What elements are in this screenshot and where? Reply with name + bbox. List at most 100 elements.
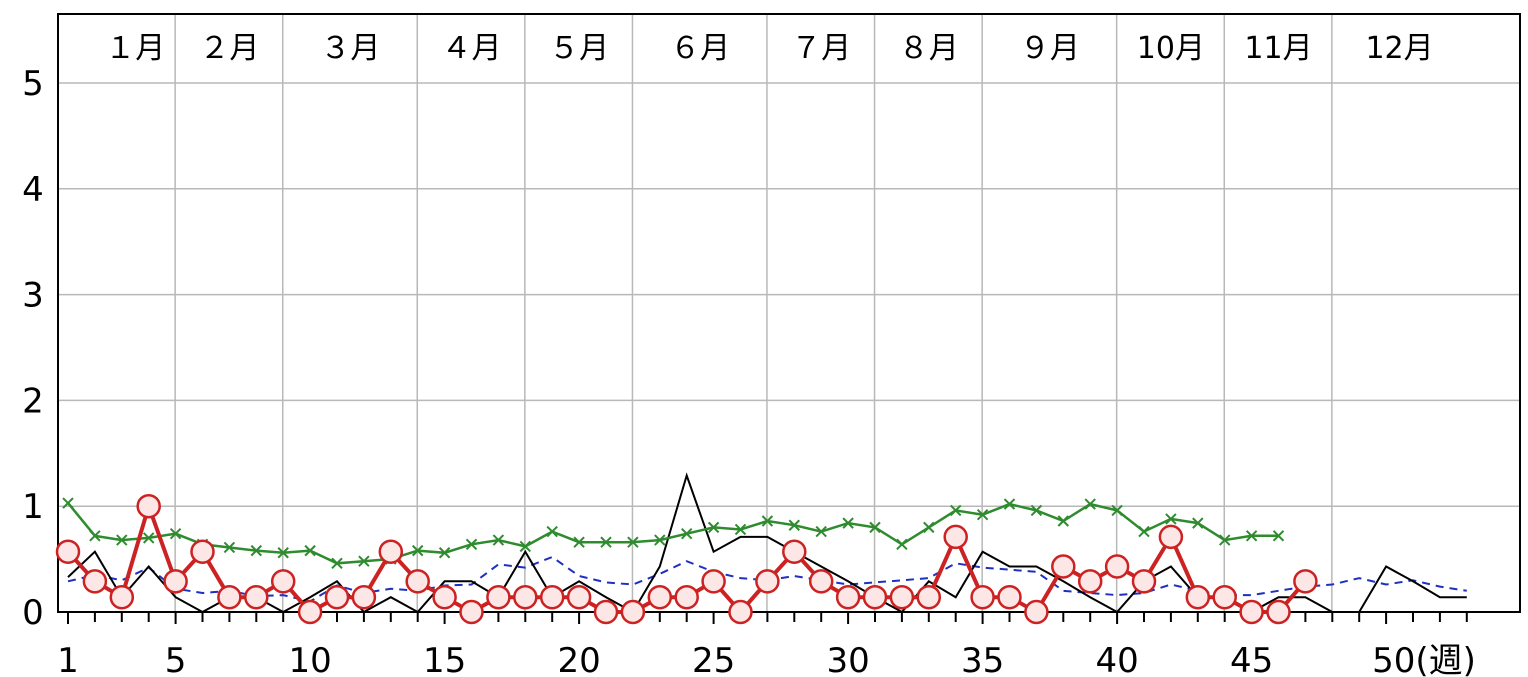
- data-point: [62, 497, 74, 509]
- data-point: [324, 584, 350, 610]
- x-tick-label: 50(週): [1372, 641, 1476, 677]
- data-point: [949, 504, 962, 517]
- y-tick-label: 2: [22, 381, 44, 421]
- data-point: [896, 538, 908, 550]
- data-point: [513, 584, 538, 610]
- data-point: [217, 584, 242, 610]
- x-marker-stroke: [923, 521, 935, 534]
- data-point: [1051, 554, 1076, 579]
- x-marker-stroke: [250, 544, 263, 557]
- month-label: ８月: [899, 31, 959, 66]
- x-marker-stroke: [1030, 504, 1043, 517]
- x-marker-stroke: [438, 547, 451, 559]
- data-point: [808, 569, 834, 594]
- data-point: [55, 539, 81, 564]
- x-marker-stroke: [707, 521, 720, 534]
- grid-lines: [58, 14, 1520, 612]
- data-point: [1057, 515, 1070, 527]
- data-point: [190, 539, 215, 564]
- x-marker-stroke: [1218, 534, 1231, 546]
- data-point: [701, 569, 726, 594]
- x-marker-stroke: [573, 536, 585, 548]
- data-point: [1239, 599, 1264, 625]
- series-layer: [55, 472, 1467, 625]
- data-point: [1131, 569, 1157, 594]
- x-marker-stroke: [492, 534, 505, 546]
- x-marker-stroke: [788, 519, 801, 531]
- data-point: [492, 534, 505, 546]
- y-tick-label: 1: [22, 487, 44, 527]
- x-tick-label: 45: [1230, 641, 1273, 677]
- x-tick-label: 20: [557, 641, 600, 677]
- x-marker-stroke: [169, 528, 182, 540]
- month-label: ５月: [549, 31, 609, 66]
- data-point: [1003, 498, 1016, 510]
- x-marker-stroke: [680, 528, 693, 540]
- month-label: ２月: [199, 31, 259, 66]
- y-tick-label: 0: [22, 593, 44, 633]
- data-point: [109, 584, 135, 610]
- data-point: [438, 547, 451, 559]
- x-marker-stroke: [1057, 515, 1070, 527]
- data-point: [566, 584, 592, 610]
- x-marker-stroke: [1111, 504, 1123, 517]
- data-point: [869, 521, 881, 534]
- x-tick-label: 25: [692, 641, 735, 677]
- data-point: [1165, 513, 1177, 525]
- data-point: [486, 584, 511, 610]
- month-label: ９月: [1020, 31, 1080, 66]
- data-point: [620, 599, 646, 625]
- y-tick-label: 3: [22, 276, 44, 316]
- x-marker-stroke: [1003, 498, 1016, 510]
- data-point: [1293, 569, 1318, 594]
- plot-border: [57, 13, 1521, 613]
- x-marker-stroke: [600, 536, 612, 548]
- data-point: [1245, 530, 1258, 542]
- data-point: [405, 569, 430, 594]
- x-marker-stroke: [654, 534, 666, 546]
- x-marker-stroke: [304, 544, 316, 557]
- data-point: [862, 584, 888, 610]
- data-point: [707, 521, 720, 534]
- data-point: [734, 523, 747, 536]
- x-tick-label: 40: [1095, 641, 1138, 677]
- data-point: [835, 584, 861, 610]
- x-marker-stroke: [546, 525, 558, 538]
- data-point: [1218, 534, 1231, 546]
- data-point: [600, 536, 612, 548]
- month-label: ６月: [670, 31, 730, 66]
- data-point: [331, 557, 343, 570]
- data-point: [351, 584, 377, 610]
- x-marker-stroke: [465, 538, 478, 550]
- x-tick-label: 5: [165, 641, 187, 677]
- data-point: [761, 515, 774, 527]
- data-point: [277, 547, 289, 559]
- data-point: [889, 584, 915, 610]
- x-marker-stroke: [815, 525, 827, 538]
- data-point: [142, 532, 155, 544]
- data-point: [116, 534, 128, 546]
- data-point: [546, 525, 558, 538]
- y-axis-labels: 0 1 2 3 4 5: [22, 64, 44, 633]
- data-point: [755, 569, 780, 594]
- x-marker-stroke: [1192, 517, 1204, 529]
- x-marker-stroke: [277, 547, 289, 559]
- data-point: [297, 599, 323, 625]
- x-tick-label: 30: [826, 641, 869, 677]
- data-point: [573, 536, 585, 548]
- data-point: [943, 524, 968, 550]
- x-marker-stroke: [949, 504, 962, 517]
- data-point: [89, 530, 101, 542]
- x-marker-stroke: [869, 521, 881, 534]
- x-marker-stroke: [331, 557, 343, 570]
- data-point: [459, 599, 484, 625]
- data-point: [1266, 599, 1291, 625]
- data-point: [970, 584, 995, 610]
- data-point: [358, 555, 370, 567]
- data-point: [136, 493, 161, 519]
- data-point: [1212, 584, 1237, 610]
- data-point: [815, 525, 827, 538]
- x-marker-stroke: [976, 508, 989, 521]
